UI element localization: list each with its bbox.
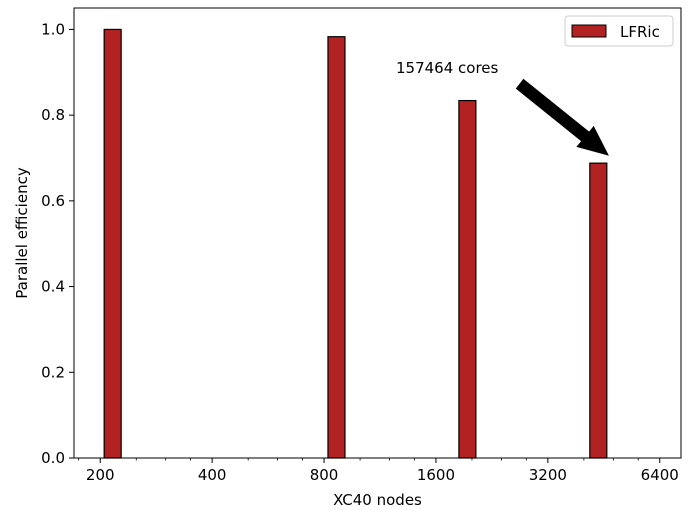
annotation: 157464 cores	[396, 59, 609, 156]
x-tick-label-0: 200	[86, 466, 115, 484]
legend-swatch	[571, 24, 607, 38]
bar-3	[589, 162, 608, 459]
x-tick-label-3: 1600	[417, 466, 455, 484]
bar-1	[327, 36, 346, 459]
x-tick-label-4: 3200	[529, 466, 567, 484]
y-tick-label-1: 0.2	[41, 363, 65, 381]
plot-frame	[73, 7, 682, 459]
y-axis-label: Parallel efficiency	[13, 167, 31, 299]
bar-2	[458, 99, 477, 459]
bar-0	[103, 28, 122, 459]
x-tick-label-1: 400	[198, 466, 227, 484]
x-tick-label-5: 6400	[641, 466, 679, 484]
y-tick-label-0: 0.0	[41, 449, 65, 467]
x-axis-label: XC40 nodes	[333, 491, 422, 509]
annotation-arrow	[515, 78, 609, 156]
legend-box	[564, 15, 674, 47]
annotation-text: 157464 cores	[396, 59, 499, 77]
legend: LFRic	[564, 15, 674, 47]
y-tick-label-5: 1.0	[41, 20, 65, 38]
y-tick-label-3: 0.6	[41, 192, 65, 210]
y-tick-label-2: 0.4	[41, 278, 65, 296]
legend-label: LFRic	[620, 23, 660, 41]
x-tick-label-2: 800	[310, 466, 339, 484]
y-tick-label-4: 0.8	[41, 106, 65, 124]
